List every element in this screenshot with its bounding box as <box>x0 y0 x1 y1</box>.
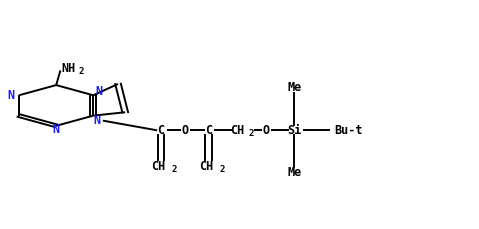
Text: NH: NH <box>62 62 76 75</box>
Text: Me: Me <box>287 166 301 179</box>
Text: 2: 2 <box>249 129 254 138</box>
Text: 2: 2 <box>78 67 83 76</box>
Text: Me: Me <box>287 81 301 94</box>
Text: C: C <box>158 124 164 137</box>
Text: CH: CH <box>151 160 166 173</box>
Text: 2: 2 <box>171 165 177 174</box>
Text: N: N <box>53 123 60 136</box>
Text: 2: 2 <box>219 165 225 174</box>
Text: N: N <box>93 114 101 127</box>
Text: O: O <box>181 124 188 137</box>
Text: C: C <box>205 124 212 137</box>
Text: N: N <box>95 85 103 98</box>
Text: N: N <box>7 89 14 102</box>
Text: Bu-t: Bu-t <box>335 124 363 137</box>
Text: CH: CH <box>199 160 213 173</box>
Text: O: O <box>262 124 269 137</box>
Text: Si: Si <box>287 124 301 137</box>
Text: CH: CH <box>230 124 244 137</box>
